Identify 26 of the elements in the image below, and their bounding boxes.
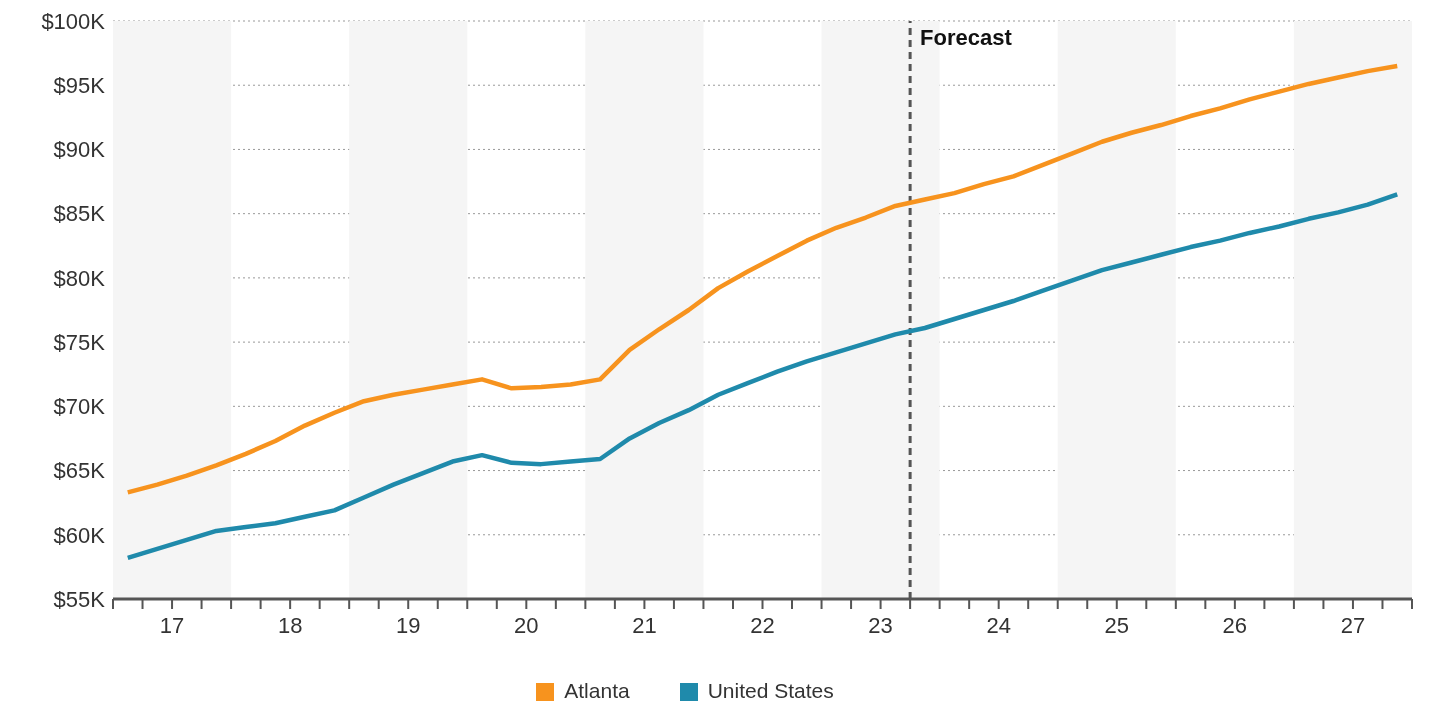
- x-tick-label: 17: [159, 613, 185, 638]
- y-tick-label: $75K: [53, 329, 106, 355]
- x-tick-label: 24: [986, 613, 1011, 638]
- x-tick-label: 21: [632, 613, 657, 638]
- legend-label: United States: [707, 679, 834, 702]
- x-tick-label: 22: [750, 613, 775, 638]
- legend-label: Atlanta: [564, 679, 630, 702]
- y-tick-label: $100K: [41, 8, 106, 34]
- x-tick-label: 18: [277, 613, 303, 638]
- y-tick-label: $80K: [53, 265, 106, 291]
- x-tick-label: 26: [1222, 613, 1248, 638]
- x-tick-label: 23: [868, 613, 893, 638]
- y-tick-label: $60K: [53, 522, 106, 548]
- x-tick-label: 25: [1104, 613, 1130, 638]
- y-tick-label: $95K: [53, 73, 106, 99]
- y-tick-label: $55K: [53, 586, 106, 612]
- y-tick-label: $70K: [53, 394, 106, 420]
- y-tick-label: $65K: [53, 458, 106, 484]
- ref-line-label: Forecast: [920, 25, 1013, 50]
- x-tick-label: 19: [395, 613, 421, 638]
- line-series: [125, 63, 1400, 495]
- y-tick-label: $85K: [53, 201, 106, 227]
- x-tick-label: 20: [514, 613, 539, 638]
- x-tick-label: 27: [1340, 613, 1366, 638]
- y-tick-label: $90K: [53, 137, 106, 163]
- line-series: [125, 192, 1400, 561]
